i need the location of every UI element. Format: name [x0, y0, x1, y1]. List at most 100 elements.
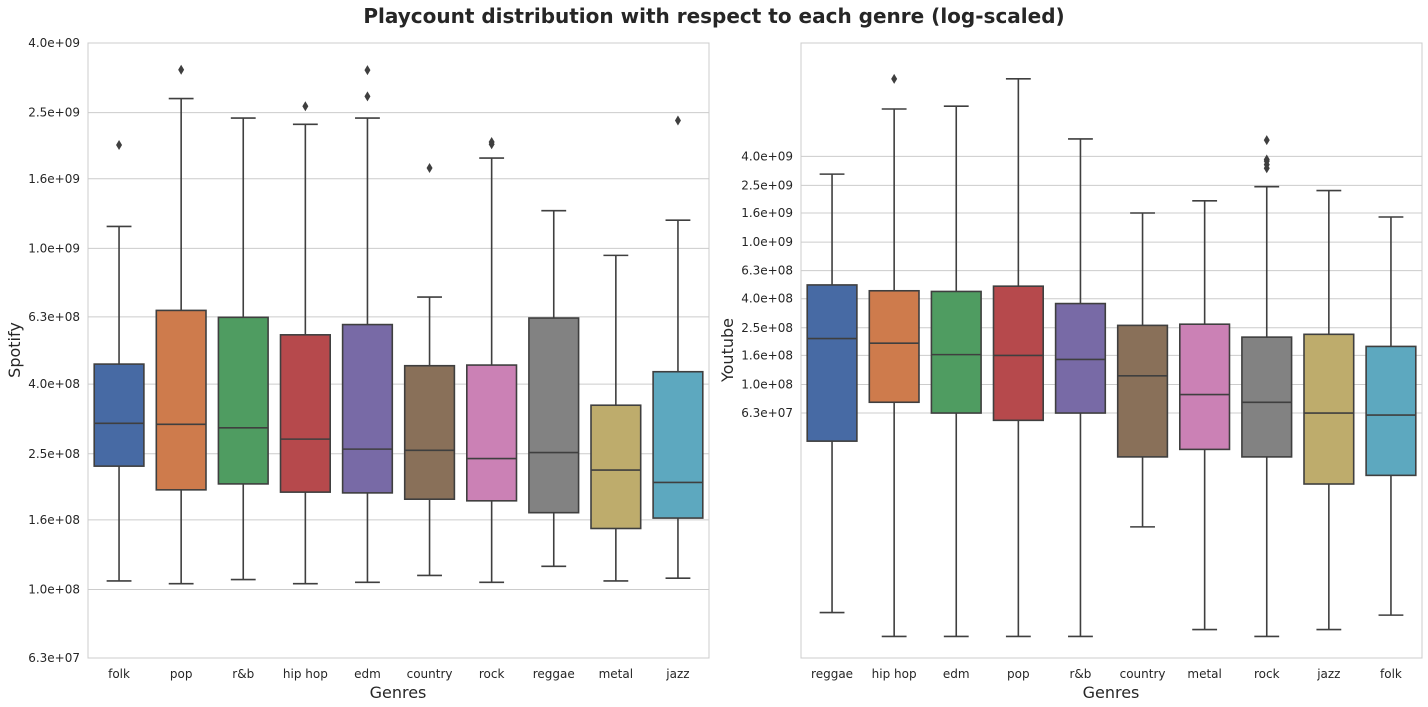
iqr-box — [868, 289, 920, 404]
youtube-x-tick-labels: reggae hip hop edm pop r&b country metal rock ja… — [811, 667, 1402, 681]
iqr-box — [652, 370, 704, 519]
youtube-x-tick-label: folk — [1380, 667, 1402, 681]
iqr-box — [528, 317, 580, 514]
youtube-plot-frame — [800, 42, 1423, 659]
iqr-box — [403, 364, 456, 501]
iqr-box — [1365, 345, 1417, 477]
spotify-y-axis-label: Spotify — [5, 322, 24, 378]
spotify-x-tick-label: pop — [170, 667, 193, 681]
youtube-y-tick-label: 2.5e+09 — [741, 178, 793, 192]
youtube-x-tick-label: r&b — [1069, 667, 1091, 681]
youtube-box-r-b — [1054, 138, 1107, 638]
outlier-marker — [364, 91, 371, 102]
iqr-box — [466, 364, 518, 502]
iqr-box — [1303, 333, 1355, 485]
youtube-y-axis-label: Youtube — [718, 318, 737, 383]
youtube-y-tick-label: 1.6e+08 — [741, 348, 793, 362]
youtube-box-country — [1116, 212, 1169, 528]
spotify-x-tick-label: metal — [599, 667, 633, 681]
iqr-box — [806, 284, 858, 442]
spotify-box-reggae — [528, 209, 580, 568]
spotify-y-tick-label: 1.6e+09 — [28, 172, 80, 186]
outlier-marker — [1263, 135, 1270, 146]
spotify-box-r-b — [217, 117, 269, 581]
spotify-box-hip-hop — [279, 101, 331, 585]
youtube-x-tick-label: reggae — [811, 667, 853, 681]
spotify-x-tick-label: edm — [354, 667, 381, 681]
spotify-box-jazz — [652, 115, 704, 579]
iqr-box — [1241, 336, 1293, 458]
youtube-gridlines — [801, 155, 1422, 414]
youtube-box-hip-hop — [868, 73, 920, 638]
youtube-x-tick-label: metal — [1187, 667, 1221, 681]
youtube-y-tick-label: 4.0e+08 — [741, 292, 793, 306]
spotify-x-tick-label: folk — [108, 667, 130, 681]
iqr-box — [930, 290, 982, 414]
iqr-box — [93, 363, 145, 467]
spotify-box-pop — [155, 64, 207, 585]
iqr-box — [279, 334, 331, 493]
youtube-panel: 6.3e+07 1.0e+08 1.6e+08 2.5e+08 4.0e+08 6.3e+… — [718, 42, 1423, 702]
youtube-y-tick-label: 6.3e+07 — [741, 406, 793, 420]
spotify-y-tick-label: 4.0e+08 — [28, 377, 80, 391]
youtube-y-tick-label: 1.0e+08 — [741, 377, 793, 391]
iqr-box — [1179, 323, 1231, 451]
youtube-x-tick-label: country — [1120, 667, 1166, 681]
spotify-y-tick-label: 6.3e+08 — [28, 310, 80, 324]
youtube-x-tick-label: rock — [1254, 667, 1280, 681]
spotify-x-tick-label: country — [407, 667, 453, 681]
youtube-box-edm — [930, 105, 982, 638]
spotify-boxes — [93, 64, 704, 585]
youtube-box-reggae — [806, 173, 858, 614]
iqr-box — [590, 404, 642, 530]
outlier-marker — [178, 64, 185, 75]
youtube-y-tick-label: 6.3e+08 — [741, 264, 793, 278]
outlier-marker — [302, 101, 309, 112]
spotify-x-tick-labels: folk pop r&b hip hop edm country rock reggae met… — [108, 667, 689, 681]
spotify-y-tick-labels: 6.3e+07 1.0e+08 1.6e+08 2.5e+08 4.0e+08 6.3e+… — [28, 36, 80, 665]
outlier-marker — [674, 115, 681, 126]
youtube-x-tick-label: pop — [1007, 667, 1030, 681]
figure-title: Playcount distribution with respect to e… — [363, 4, 1065, 28]
spotify-box-edm — [341, 65, 394, 584]
spotify-y-tick-label: 2.5e+09 — [28, 106, 80, 120]
outlier-marker — [1263, 154, 1270, 165]
spotify-y-tick-label: 1.0e+08 — [28, 583, 80, 597]
youtube-box-rock — [1241, 135, 1293, 638]
youtube-y-tick-labels: 6.3e+07 1.0e+08 1.6e+08 2.5e+08 4.0e+08 6.3e+… — [741, 149, 793, 420]
outlier-marker — [488, 137, 495, 148]
youtube-box-metal — [1179, 199, 1231, 631]
spotify-panel: 6.3e+07 1.0e+08 1.6e+08 2.5e+08 4.0e+08 6.3e+… — [5, 36, 710, 702]
youtube-y-tick-label: 1.6e+09 — [741, 206, 793, 220]
spotify-box-rock — [466, 137, 518, 584]
youtube-box-folk — [1365, 216, 1417, 616]
youtube-y-tick-label: 4.0e+09 — [741, 149, 793, 163]
spotify-box-metal — [590, 254, 642, 582]
spotify-box-folk — [93, 139, 145, 582]
spotify-y-tick-label: 1.6e+08 — [28, 513, 80, 527]
spotify-x-tick-label: hip hop — [283, 667, 328, 681]
spotify-y-tick-label: 4.0e+09 — [28, 36, 80, 50]
spotify-box-country — [403, 163, 456, 577]
iqr-box — [217, 316, 269, 485]
outlier-marker — [364, 65, 371, 76]
youtube-box-jazz — [1303, 189, 1355, 631]
iqr-box — [155, 309, 207, 491]
spotify-x-tick-label: jazz — [665, 667, 689, 681]
youtube-x-tick-label: jazz — [1316, 667, 1340, 681]
outlier-marker — [116, 139, 123, 150]
iqr-box — [1116, 324, 1169, 458]
spotify-x-tick-label: r&b — [232, 667, 254, 681]
youtube-y-tick-label: 2.5e+08 — [741, 321, 793, 335]
spotify-x-tick-label: reggae — [533, 667, 575, 681]
youtube-boxes — [806, 73, 1417, 638]
outlier-marker — [891, 73, 898, 84]
youtube-x-tick-label: edm — [943, 667, 970, 681]
spotify-y-tick-label: 2.5e+08 — [28, 447, 80, 461]
iqr-box — [1054, 302, 1107, 414]
spotify-y-tick-label: 6.3e+07 — [28, 651, 80, 665]
spotify-plot-frame — [87, 42, 710, 659]
youtube-box-pop — [992, 78, 1044, 638]
iqr-box — [992, 285, 1044, 422]
